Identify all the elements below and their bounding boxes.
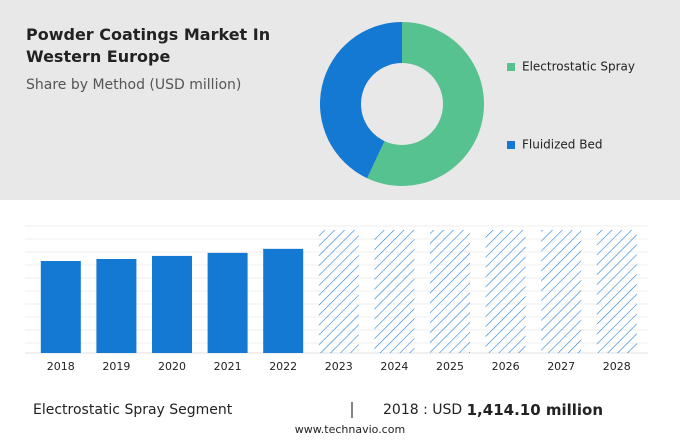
forecast-placeholder	[374, 230, 415, 353]
x-tick-label: 2023	[325, 360, 353, 373]
x-tick-label: 2022	[269, 360, 297, 373]
legend-swatch	[507, 141, 515, 149]
bar	[152, 255, 192, 353]
x-tick-label: 2020	[158, 360, 186, 373]
x-tick-label: 2027	[547, 360, 575, 373]
forecast-placeholder	[485, 230, 526, 353]
footer: www.technavio.com	[295, 423, 405, 436]
period: 2018 :	[383, 402, 428, 418]
legend-label: Electrostatic Spray	[522, 60, 635, 74]
segment-label: Electrostatic Spray Segment	[33, 402, 233, 418]
forecast-placeholder	[318, 230, 359, 353]
x-tick-label: 2018	[47, 360, 75, 373]
x-tick-label: 2024	[380, 360, 408, 373]
chart-subtitle: Share by Method (USD million)	[26, 77, 242, 93]
donut-segment	[320, 22, 402, 179]
legend-label: Fluidized Bed	[522, 138, 602, 152]
bar	[96, 258, 137, 353]
amount: 1,414.10 million	[467, 401, 603, 419]
x-tick-label: 2021	[214, 360, 242, 373]
x-tick-label: 2025	[436, 360, 464, 373]
currency: USD	[432, 402, 462, 418]
x-tick-label: 2019	[102, 360, 130, 373]
bar	[263, 248, 304, 353]
x-tick-label: 2026	[492, 360, 520, 373]
forecast-placeholder	[596, 230, 637, 353]
chart-title: Powder Coatings Market In Western Europe	[26, 25, 271, 66]
donut-segment	[367, 21, 484, 186]
forecast-placeholder	[541, 230, 582, 353]
x-tick-label: 2028	[603, 360, 631, 373]
legend-swatch	[507, 63, 515, 71]
highlight-value: 2018 : USD 1,414.10 million	[383, 401, 603, 419]
forecast-placeholder	[430, 230, 470, 353]
bar	[40, 260, 81, 353]
bar	[207, 252, 248, 353]
